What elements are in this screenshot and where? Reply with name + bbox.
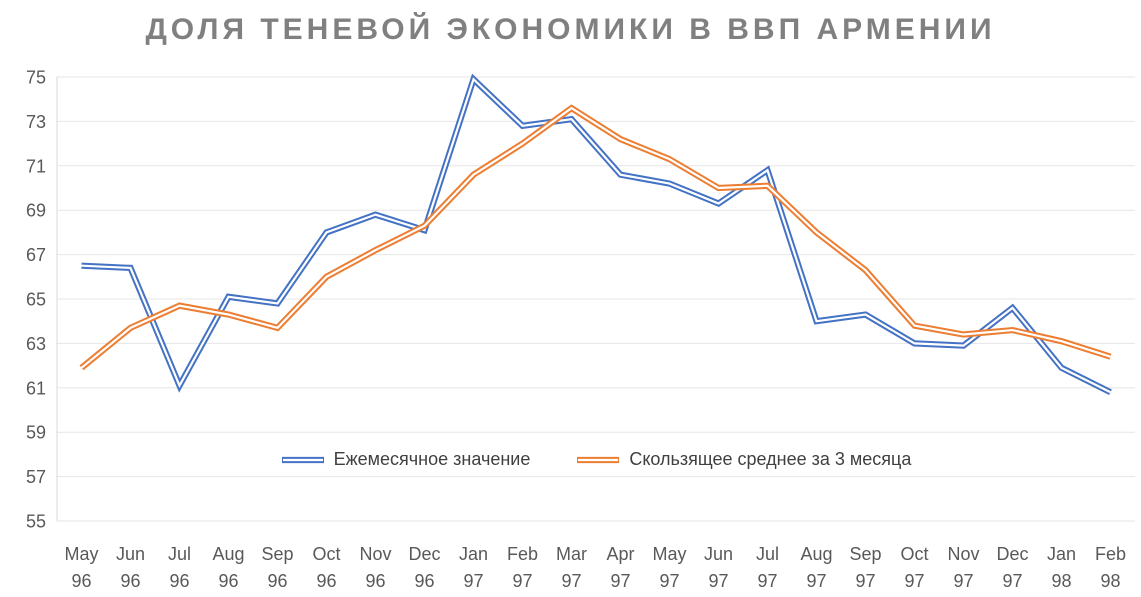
legend-item-monthly: Ежемесячное значение	[281, 449, 531, 470]
chart-title: ДОЛЯ ТЕНЕВОЙ ЭКОНОМИКИ В ВВП АРМЕНИИ	[145, 13, 996, 46]
x-axis-tick-label-month: Apr	[606, 544, 634, 564]
x-axis-tick-label-year: 97	[757, 571, 777, 591]
y-axis-tick-label: 75	[26, 68, 46, 88]
line-swatch-monthly-icon	[281, 456, 324, 463]
x-axis-tick-label-month: Jan	[1047, 544, 1076, 564]
x-axis-tick-label-month: Nov	[359, 544, 391, 564]
y-axis-tick-label: 63	[26, 334, 46, 354]
y-axis-tick-label: 71	[26, 156, 46, 176]
x-axis-tick-label-month: Aug	[212, 544, 244, 564]
legend-item-moving-average: Скользящее среднее за 3 месяца	[576, 449, 911, 470]
x-axis-tick-label-year: 97	[904, 571, 924, 591]
x-axis-tick-label-month: Feb	[1095, 544, 1126, 564]
x-axis-tick-label-year: 97	[806, 571, 826, 591]
x-axis-tick-label-year: 96	[169, 571, 189, 591]
x-axis-tick-label-year: 97	[659, 571, 679, 591]
y-axis-tick-label: 67	[26, 245, 46, 265]
x-axis-tick-label-year: 96	[365, 571, 385, 591]
x-axis-tick-label-year: 96	[120, 571, 140, 591]
x-axis-tick-label-month: May	[64, 544, 98, 564]
y-axis-tick-label: 73	[26, 112, 46, 132]
line-swatch-moving-average-icon	[577, 456, 620, 463]
x-axis-tick-label-month: Jan	[459, 544, 488, 564]
y-axis-tick-label: 69	[26, 201, 46, 221]
y-axis-tick-label: 65	[26, 290, 46, 310]
x-axis-tick-label-month: Dec	[408, 544, 440, 564]
x-axis-tick-label-year: 97	[512, 571, 532, 591]
x-axis-tick-label-month: Jun	[116, 544, 145, 564]
legend-label-moving-average: Скользящее среднее за 3 месяца	[629, 449, 912, 469]
x-axis-tick-label-month: Oct	[312, 544, 340, 564]
y-axis-tick-label: 61	[26, 378, 46, 398]
y-axis-tick-label: 59	[26, 423, 46, 443]
x-axis-tick-label-year: 98	[1051, 571, 1071, 591]
x-axis-tick-label-year: 98	[1100, 571, 1120, 591]
x-axis-tick-label-month: Sep	[849, 544, 881, 564]
x-axis-tick-label-month: Oct	[900, 544, 928, 564]
x-axis-tick-label-month: Jun	[704, 544, 733, 564]
x-axis-tick-label-year: 97	[561, 571, 581, 591]
legend-label-monthly: Ежемесячное значение	[333, 449, 531, 469]
x-axis-tick-label-month: Dec	[996, 544, 1028, 564]
x-axis-tick-label-year: 96	[71, 571, 91, 591]
x-axis-tick-label-year: 96	[414, 571, 434, 591]
x-axis-tick-label-month: Jul	[168, 544, 191, 564]
x-axis-tick-label-year: 97	[953, 571, 973, 591]
x-axis-tick-label-year: 97	[708, 571, 728, 591]
series-line-core-moving-average-3mo	[80, 106, 1111, 369]
x-axis-tick-label-year: 97	[1002, 571, 1022, 591]
y-axis-tick-label: 57	[26, 467, 46, 487]
x-axis-tick-label-year: 97	[610, 571, 630, 591]
x-axis-tick-label-month: Sep	[261, 544, 293, 564]
x-axis-tick-label-year: 96	[316, 571, 336, 591]
x-axis-tick-label-month: Jul	[756, 544, 779, 564]
x-axis-tick-label-month: Nov	[947, 544, 979, 564]
x-axis-tick-label-year: 96	[267, 571, 287, 591]
x-axis-tick-label-year: 97	[855, 571, 875, 591]
legend: Ежемесячное значение Скользящее среднее …	[57, 449, 1135, 470]
x-axis-tick-label-month: Aug	[800, 544, 832, 564]
series-line-core-monthly-value	[81, 77, 1111, 394]
x-axis-tick-label-year: 97	[463, 571, 483, 591]
y-axis-tick-label: 55	[26, 512, 46, 532]
x-axis-tick-label-year: 96	[218, 571, 238, 591]
x-axis-tick-label-month: Feb	[507, 544, 538, 564]
x-axis-tick-label-month: Mar	[556, 544, 587, 564]
x-axis-tick-label-month: May	[652, 544, 686, 564]
